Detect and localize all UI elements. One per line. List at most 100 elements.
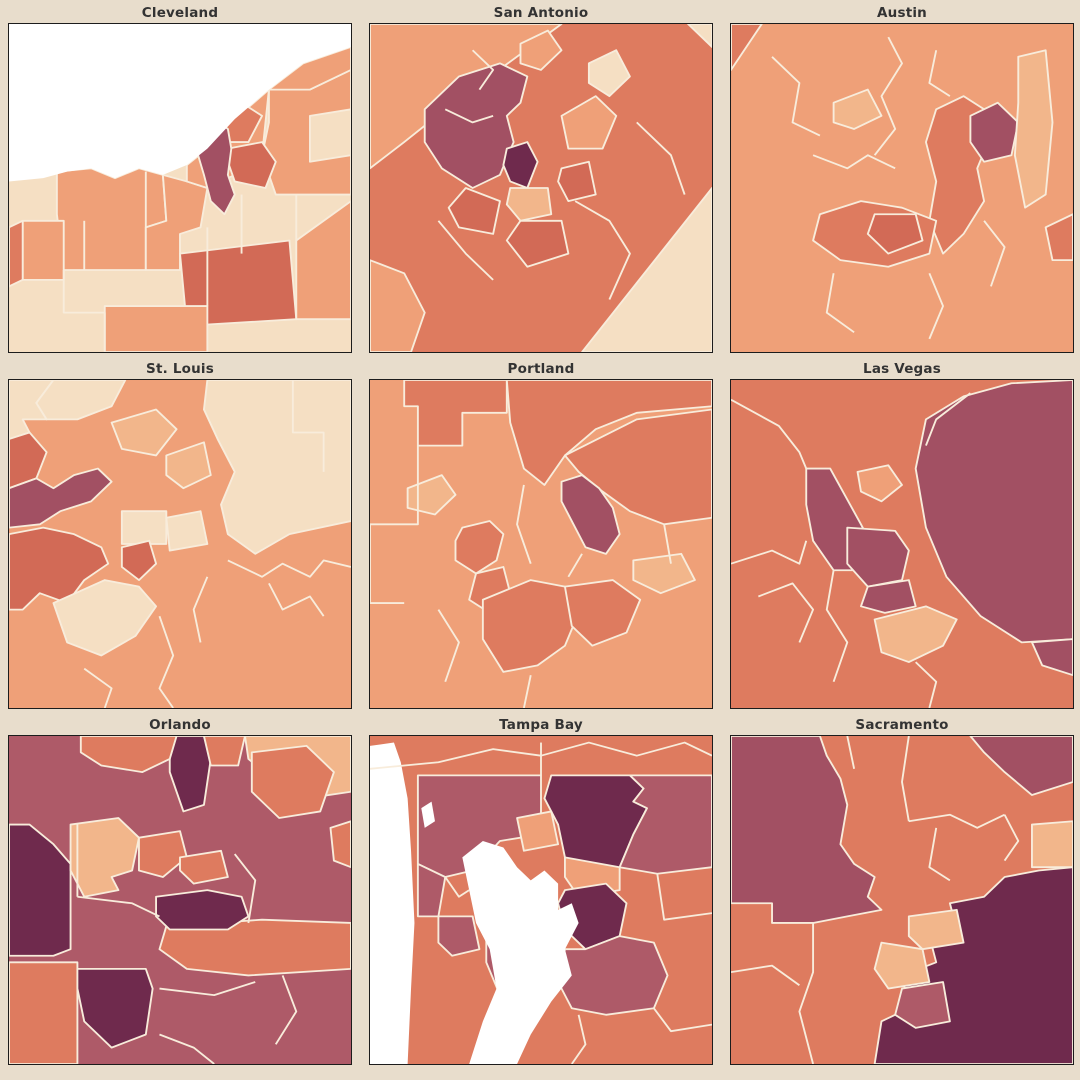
- zip-region: [969, 736, 1073, 796]
- zip-region: [69, 817, 140, 898]
- panel-title: Las Vegas: [863, 361, 941, 377]
- zip-boundary-line: [663, 524, 672, 564]
- zip-region: [9, 431, 48, 490]
- zip-region: [1044, 213, 1073, 262]
- panel-title: Sacramento: [855, 717, 949, 733]
- zip-region: [516, 810, 560, 852]
- zip-boundary-line: [901, 736, 910, 822]
- zip-boundary-line: [636, 121, 686, 195]
- zip-region: [632, 552, 696, 595]
- zip-boundary-line: [846, 736, 856, 769]
- zip-region: [9, 219, 24, 288]
- zip-boundary-line: [233, 853, 257, 924]
- zip-boundary-line: [928, 272, 944, 340]
- zip-region: [52, 579, 158, 657]
- zip-region: [437, 915, 481, 957]
- zip-boundary-line: [567, 553, 583, 578]
- zip-boundary-line: [873, 36, 903, 156]
- zip-boundary-line: [1003, 814, 1020, 862]
- zip-region: [618, 774, 712, 875]
- zip-region: [502, 141, 539, 189]
- zip-region: [103, 305, 209, 352]
- zip-region: [370, 259, 426, 352]
- zip-boundary-line: [159, 981, 256, 997]
- zip-boundary-line: [825, 273, 855, 334]
- zip-region: [560, 95, 618, 150]
- zip-boundary-line: [437, 220, 494, 281]
- zip-region: [587, 49, 631, 98]
- zip-region: [914, 380, 1073, 644]
- zip-boundary-line: [908, 813, 1006, 829]
- zip-boundary-line: [731, 540, 808, 565]
- zip-boundary-line: [370, 445, 419, 604]
- zip-boundary-line: [370, 741, 712, 770]
- panel-orlando: Orlando: [8, 716, 352, 1065]
- panel-title: Cleveland: [141, 5, 219, 21]
- zip-region: [21, 219, 65, 281]
- map-cleveland: [8, 23, 352, 353]
- zip-boundary-line: [83, 667, 113, 708]
- zip-region: [165, 441, 212, 490]
- panel-san-antonio: San Antonio: [369, 4, 713, 353]
- zip-boundary-line: [291, 380, 325, 472]
- zip-region: [329, 820, 351, 869]
- zip-region: [79, 736, 178, 773]
- zip-region: [9, 526, 110, 611]
- zip-region: [9, 823, 72, 957]
- zip-region: [894, 981, 951, 1029]
- zip-boundary-line: [471, 49, 495, 91]
- zip-region: [873, 941, 931, 990]
- zip-region: [309, 108, 351, 163]
- zip-boundary-line: [798, 922, 815, 1064]
- zip-region: [481, 579, 580, 673]
- map-orlando: [8, 735, 352, 1065]
- panel-austin: Austin: [730, 4, 1074, 353]
- zip-region: [1013, 49, 1054, 209]
- zip-region: [9, 467, 113, 529]
- zip-boundary-line: [192, 576, 209, 643]
- zip-boundary-line: [653, 1007, 712, 1033]
- panel-title: Austin: [877, 5, 927, 21]
- zip-region: [447, 187, 501, 235]
- zip-region: [202, 380, 351, 555]
- zip-boundary-line: [812, 154, 896, 170]
- zip-region: [505, 380, 712, 486]
- zip-boundary-line: [268, 582, 325, 617]
- zip-boundary-line: [444, 108, 494, 124]
- water-region: [370, 742, 415, 1064]
- map-tampa-bay: [369, 735, 713, 1065]
- zip-region: [179, 849, 229, 885]
- panel-title: Orlando: [149, 717, 211, 733]
- zip-boundary-line: [158, 615, 175, 708]
- zip-region: [866, 213, 924, 255]
- zip-region: [907, 908, 965, 951]
- zip-region: [519, 29, 563, 71]
- zip-region: [846, 526, 910, 588]
- zip-boundary-line: [825, 570, 849, 683]
- water-region: [421, 801, 435, 828]
- zip-region: [731, 24, 763, 71]
- zip-region: [406, 474, 457, 516]
- zip-boundary-line: [574, 200, 631, 300]
- panel-tampa-bay: Tampa Bay: [369, 716, 713, 1065]
- zip-region: [423, 62, 529, 189]
- map-las-vegas: [730, 379, 1074, 709]
- map-st-louis: [8, 379, 352, 709]
- zip-region: [76, 967, 154, 1049]
- zip-region: [560, 474, 621, 555]
- zip-region: [454, 520, 505, 575]
- zip-region: [1031, 638, 1073, 677]
- zip-region: [120, 539, 158, 581]
- zip-region: [1031, 820, 1073, 869]
- zip-boundary-line: [159, 1033, 215, 1064]
- zip-region: [969, 101, 1020, 163]
- zip-region: [505, 219, 570, 268]
- zip-boundary-line: [771, 56, 821, 137]
- zip-region: [9, 961, 79, 1064]
- zip-region: [35, 380, 127, 421]
- zip-boundary-line: [928, 827, 951, 882]
- zip-region: [110, 408, 178, 457]
- zip-region: [832, 88, 883, 130]
- zip-region: [250, 744, 335, 819]
